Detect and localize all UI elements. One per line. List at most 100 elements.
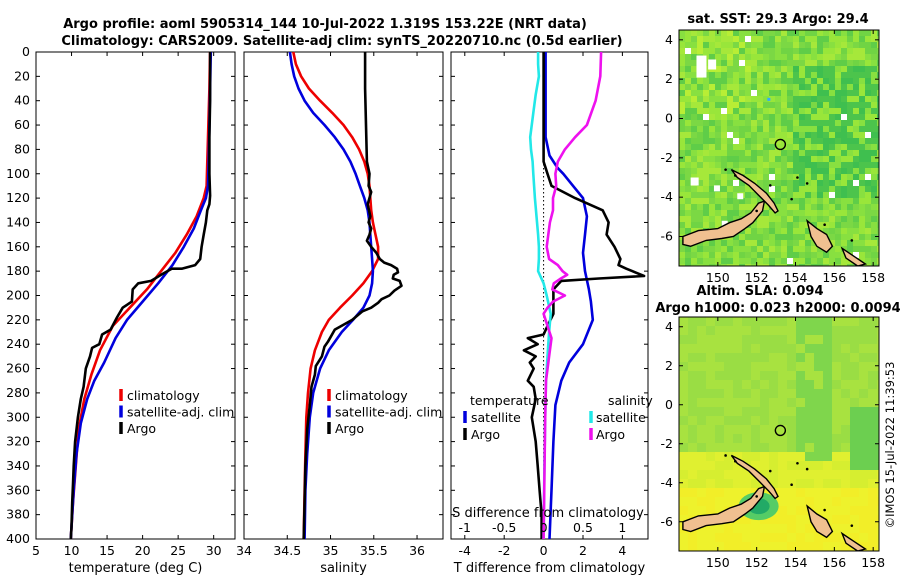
map-cell [775, 84, 782, 91]
map-cell [841, 344, 851, 354]
map-cell [715, 132, 722, 139]
new-ireland-land [730, 454, 779, 500]
map-cell [760, 362, 770, 372]
map-cell [685, 198, 692, 205]
map-cell [847, 216, 854, 223]
map-cell [781, 42, 788, 49]
map-cell [787, 452, 797, 462]
map-cell [703, 108, 710, 115]
map-cell [829, 54, 836, 61]
map-cell [703, 264, 710, 266]
map-cell [763, 246, 770, 253]
map-cell [823, 210, 830, 217]
map-cell [877, 252, 879, 259]
map-cell [706, 425, 716, 435]
map-cell [805, 425, 815, 435]
small-island [796, 176, 799, 179]
map-cell [727, 102, 734, 109]
x-tick-label: 30 [206, 543, 222, 558]
map-cell [721, 36, 728, 43]
map-cell [679, 425, 689, 435]
map-cell [793, 162, 800, 169]
map-cell [679, 198, 686, 205]
map-cell [703, 198, 710, 205]
map-cell [847, 144, 854, 151]
map-cell [835, 192, 842, 199]
map-cell [781, 264, 788, 266]
map-cell [685, 84, 692, 91]
map-cell [814, 407, 824, 417]
map-cell [817, 78, 824, 85]
map-cell [715, 168, 722, 175]
map-cell [850, 317, 860, 327]
map-cell [799, 156, 806, 163]
map-cell [817, 222, 824, 229]
map-cell [793, 108, 800, 115]
map-cell [877, 258, 879, 265]
map-cell [829, 78, 836, 85]
map-cell [757, 156, 764, 163]
map-cell [841, 198, 848, 205]
map-cell [745, 144, 752, 151]
new-britain-land [682, 200, 766, 248]
map-cell [715, 488, 725, 498]
map-cell [793, 198, 800, 205]
map-cell [877, 192, 879, 199]
map-cell [796, 542, 806, 551]
map-cell [697, 168, 704, 175]
map-cell [865, 192, 872, 199]
map-cell [685, 186, 692, 193]
map-cell [841, 60, 848, 67]
map-cell [709, 162, 716, 169]
x-axis-label: temperature (deg C) [69, 561, 203, 576]
map-cell [697, 380, 707, 390]
map-cell [823, 335, 833, 345]
map-cell [709, 156, 716, 163]
map-cell [865, 144, 872, 151]
map-cell [787, 461, 797, 471]
map-cell [775, 258, 782, 265]
map-cell [727, 150, 734, 157]
map-cell [727, 162, 734, 169]
y-tick-label: 240 [6, 336, 30, 351]
map-cell [853, 36, 860, 43]
map-cell [715, 36, 722, 43]
map-cell [715, 60, 722, 67]
map-cell [706, 380, 716, 390]
map-cell [769, 72, 776, 79]
map-cell [775, 96, 782, 103]
map-cell [817, 144, 824, 151]
map-cell [763, 132, 770, 139]
map-cell [811, 108, 818, 115]
map-cell [685, 264, 692, 266]
map-cell [781, 30, 788, 37]
map-cell [817, 102, 824, 109]
map-cell [805, 461, 815, 471]
map-cell [697, 425, 707, 435]
map-cell [823, 204, 830, 211]
map-cell [715, 246, 722, 253]
map-cell [739, 72, 746, 79]
map-cell [799, 198, 806, 205]
map-cell [835, 204, 842, 211]
map-cell [757, 240, 764, 247]
map-cell [799, 114, 806, 121]
map-cell [733, 78, 740, 85]
map-cell [871, 114, 878, 121]
map-cell [823, 488, 833, 498]
map-cell [697, 102, 704, 109]
map-cell [751, 48, 758, 55]
map-cell [757, 126, 764, 133]
map-cell [850, 533, 860, 543]
map-cell [847, 96, 854, 103]
map-cell [760, 380, 770, 390]
map-cell [841, 228, 848, 235]
map-cell [805, 533, 815, 543]
map-cell [853, 138, 860, 145]
map-cell [832, 344, 842, 354]
map-cell [781, 186, 788, 193]
map-cell [787, 380, 797, 390]
map-cell [685, 168, 692, 175]
map-cell [859, 246, 866, 253]
map-cell [685, 174, 692, 181]
